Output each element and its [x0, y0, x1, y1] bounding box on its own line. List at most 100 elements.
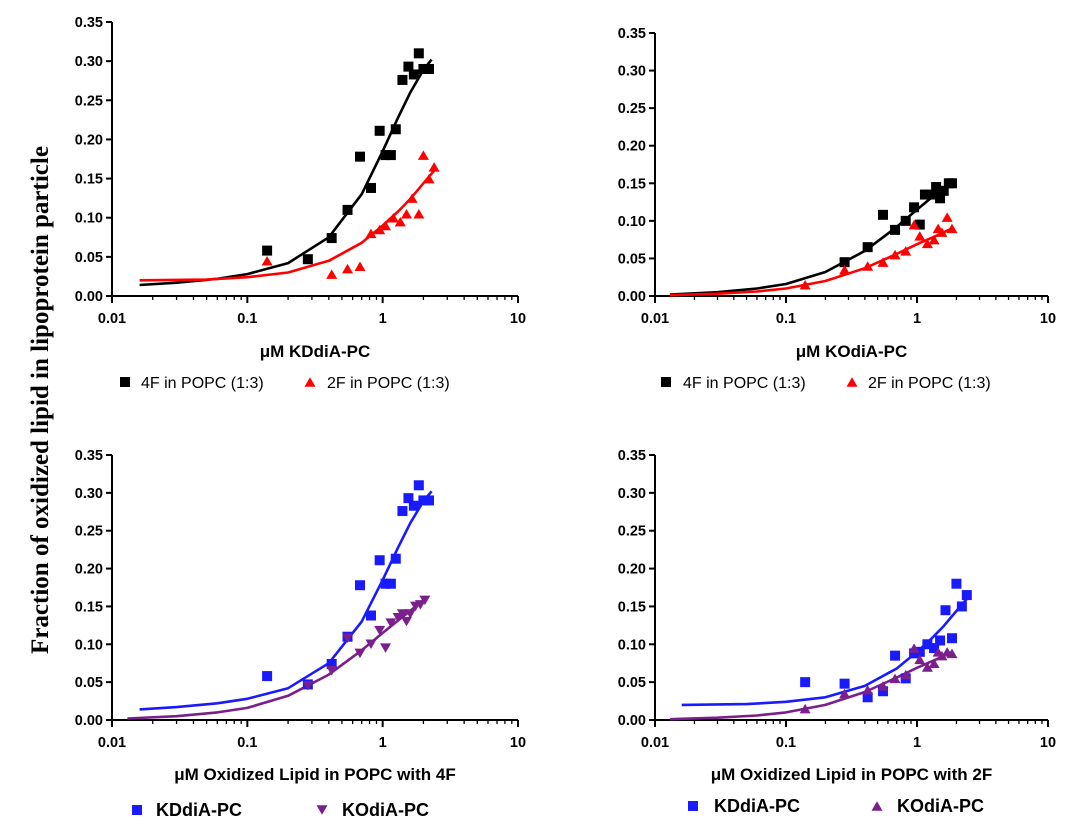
x-tick-label: 10: [510, 311, 526, 327]
data-point-series-2: [799, 279, 811, 290]
x-tick-label: 10: [1040, 311, 1056, 327]
fit-curve-series-2: [669, 650, 953, 721]
legend-label-1: KDdiA-PC: [156, 800, 242, 820]
data-point-series-2: [936, 227, 948, 237]
data-point-series-1: [935, 635, 946, 646]
legend-marker-2: [316, 805, 328, 815]
data-point-series-1: [862, 692, 873, 703]
data-point-series-2: [417, 150, 429, 160]
legend-label-1: KDdiA-PC: [714, 796, 800, 816]
data-point-series-1: [914, 646, 925, 657]
data-point-series-1: [413, 480, 424, 491]
data-point-series-2: [936, 650, 948, 661]
data-point-series-1: [961, 590, 972, 601]
data-point-series-2: [326, 666, 338, 676]
y-tick-label: 0.15: [75, 599, 103, 615]
data-point-series-1: [262, 671, 273, 682]
legend-label-1: 4F in POPC (1:3): [141, 375, 264, 392]
x-tick-label: 0.1: [776, 735, 796, 751]
data-point-series-2: [342, 633, 354, 643]
data-point-series-1: [385, 578, 396, 589]
data-point-series-2: [908, 643, 920, 653]
legend-marker-2: [304, 377, 316, 387]
data-point-series-1: [403, 61, 414, 72]
data-point-series-2: [365, 228, 377, 239]
data-point-series-1: [890, 224, 901, 235]
data-point-series-1: [839, 678, 850, 689]
data-point-series-2: [404, 609, 416, 619]
data-point-series-2: [877, 681, 889, 691]
data-point-series-2: [941, 212, 953, 222]
data-point-series-2: [423, 173, 435, 184]
data-point-series-1: [935, 193, 946, 204]
legend-marker-1: [688, 801, 698, 811]
data-point-series-2: [414, 600, 426, 610]
data-point-series-2: [914, 654, 926, 665]
x-axis-label-unit: μM: [174, 765, 203, 784]
y-tick-label: 0.00: [75, 713, 103, 729]
data-point-series-2: [365, 639, 377, 650]
data-point-series-1: [413, 48, 424, 59]
data-point-series-1: [354, 151, 365, 162]
data-point-series-1: [390, 553, 401, 564]
data-point-series-2: [428, 162, 440, 172]
y-tick-label: 0.10: [618, 637, 646, 653]
y-tick-label: 0.10: [618, 214, 646, 230]
y-tick-label: 0.10: [75, 211, 103, 227]
data-point-series-2: [261, 256, 273, 266]
data-point-series-2: [908, 219, 920, 230]
data-point-series-1: [408, 500, 419, 511]
data-point-series-2: [302, 681, 314, 691]
y-tick-label: 0.10: [75, 637, 103, 653]
data-point-series-2: [889, 249, 901, 260]
y-tick-label: 0.25: [75, 524, 103, 540]
data-point-series-1: [397, 506, 408, 517]
data-point-series-2: [862, 684, 874, 695]
fit-curve-series-2: [127, 599, 425, 720]
data-point-series-1: [951, 578, 962, 589]
x-axis-label-text: KDdiA-PC: [289, 342, 370, 361]
x-axis-label-text: Oxidized Lipid in POPC with 2F: [740, 765, 992, 784]
legend-label-1: 4F in POPC (1:3): [683, 375, 806, 392]
x-tick-label: 0.01: [641, 735, 669, 751]
data-point-series-1: [385, 150, 396, 161]
data-point-series-2: [406, 193, 418, 203]
legend-label-2: KOdiA-PC: [897, 796, 984, 816]
legend-marker-1: [132, 805, 142, 815]
legend-marker-2: [846, 377, 858, 387]
data-point-series-1: [890, 650, 901, 661]
legend-marker-2: [871, 801, 883, 811]
data-point-series-1: [418, 495, 429, 506]
y-tick-label: 0.35: [75, 15, 103, 31]
y-tick-label: 0.25: [618, 524, 646, 540]
legend-label-2: 2F in POPC (1:3): [868, 375, 991, 392]
data-point-series-1: [940, 605, 951, 616]
x-tick-label: 10: [510, 735, 526, 751]
data-point-series-2: [380, 643, 392, 653]
y-tick-label: 0.05: [75, 675, 103, 691]
data-point-series-1: [946, 633, 957, 644]
data-point-series-2: [946, 648, 958, 659]
data-point-series-1: [374, 555, 385, 566]
x-tick-label: 0.01: [98, 311, 126, 327]
y-tick-label: 0.30: [75, 486, 103, 502]
y-tick-label: 0.25: [75, 93, 103, 109]
data-point-series-1: [938, 185, 949, 196]
fit-curve-series-2: [669, 227, 953, 297]
data-point-series-1: [366, 182, 377, 193]
data-point-series-1: [926, 189, 937, 200]
x-axis-label: μM Oxidized Lipid in POPC with 2F: [711, 765, 992, 784]
data-point-series-2: [396, 609, 408, 619]
y-tick-label: 0.00: [618, 713, 646, 729]
data-point-series-1: [408, 69, 419, 80]
y-tick-label: 0.05: [618, 251, 646, 267]
shared-y-axis-label: Fraction of oxidized lipid in lipoprotei…: [27, 146, 54, 654]
x-tick-label: 10: [1040, 735, 1056, 751]
data-point-series-2: [419, 595, 431, 606]
data-point-series-1: [390, 124, 401, 135]
data-point-series-2: [394, 216, 406, 227]
x-axis-label-unit: μM: [796, 342, 825, 361]
data-point-series-2: [862, 261, 874, 271]
data-point-series-1: [919, 189, 930, 200]
